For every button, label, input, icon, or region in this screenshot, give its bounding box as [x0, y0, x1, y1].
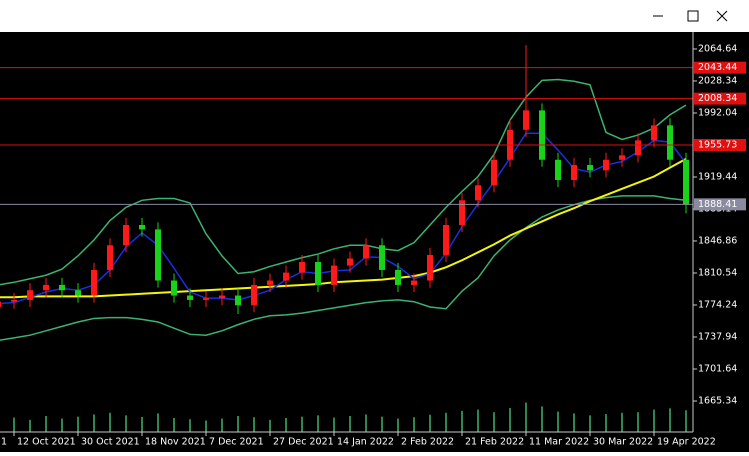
- candle-body: [251, 284, 257, 306]
- y-tick-label: 1737.94: [698, 332, 737, 343]
- level-label: 2043.44: [698, 62, 737, 73]
- x-tick-label: 19 Apr 2022: [657, 437, 716, 448]
- candle-body: [651, 125, 657, 141]
- y-tick-label: 1919.44: [698, 171, 737, 182]
- candle-body: [299, 262, 305, 273]
- close-button[interactable]: [716, 10, 728, 22]
- candle-body: [139, 224, 145, 230]
- x-tick-label: 11 Mar 2022: [529, 437, 589, 448]
- candle-body: [155, 229, 161, 281]
- y-tick-label: 1810.54: [698, 268, 737, 279]
- y-tick-label: 1774.24: [698, 300, 737, 311]
- y-tick-label: 1665.34: [698, 396, 737, 407]
- candle-body: [571, 165, 577, 181]
- candle-body: [283, 272, 289, 281]
- candle-body: [379, 245, 385, 270]
- candle-body: [667, 125, 673, 160]
- candle-body: [587, 165, 593, 171]
- candle-body: [267, 280, 273, 285]
- x-tick-label: 1: [1, 437, 7, 448]
- candle-body: [11, 299, 17, 302]
- candle-body: [59, 284, 65, 291]
- candle-body: [491, 159, 497, 186]
- candle-body: [411, 280, 417, 285]
- candle-body: [475, 185, 481, 201]
- x-tick-label: 14 Jan 2022: [337, 437, 394, 448]
- candle-body: [171, 280, 177, 296]
- candle-body: [347, 258, 353, 266]
- level-label: 2008.34: [698, 93, 737, 104]
- candle-body: [107, 245, 113, 270]
- x-tick-label: 30 Mar 2022: [593, 437, 653, 448]
- candle-body: [619, 155, 625, 160]
- y-tick-label: 2028.34: [698, 75, 737, 86]
- indicator-line: [0, 78, 687, 286]
- candle-body: [523, 110, 529, 130]
- chart-background: [0, 32, 749, 452]
- plot: [0, 45, 693, 432]
- candle-body: [219, 295, 225, 299]
- level-tag: [694, 61, 746, 74]
- level-label: 1888.41: [698, 199, 737, 210]
- candle-body: [43, 284, 49, 291]
- y-tick-label: 1846.86: [698, 235, 737, 246]
- candle-body: [555, 159, 561, 181]
- x-tick-label: 2 Feb 2022: [401, 437, 454, 448]
- candle-body: [539, 110, 545, 160]
- y-tick-label: 1992.04: [698, 107, 737, 118]
- y-tick-label: 1701.64: [698, 364, 737, 375]
- x-tick-label: 7 Dec 2021: [209, 437, 264, 448]
- candle-body: [363, 245, 369, 259]
- candle-body: [91, 269, 97, 296]
- x-tick-label: 21 Feb 2022: [465, 437, 524, 448]
- indicator-line: [0, 195, 687, 341]
- candle-body: [331, 265, 337, 285]
- candle-body: [635, 140, 641, 156]
- x-tick-label: 27 Dec 2021: [273, 437, 334, 448]
- candle-body: [235, 295, 241, 306]
- candle-body: [187, 295, 193, 300]
- candle-body: [395, 269, 401, 285]
- level-label: 1955.73: [698, 139, 737, 150]
- x-tick-label: 12 Oct 2021: [17, 437, 76, 448]
- level-tag: [694, 138, 746, 151]
- candle-body: [315, 262, 321, 285]
- candle-body: [75, 290, 81, 296]
- level-tag: [694, 198, 746, 211]
- candle-body: [203, 298, 209, 300]
- indicator-line: [0, 157, 687, 299]
- candle-body: [443, 224, 449, 255]
- candle-body: [683, 159, 689, 205]
- level-tag: [694, 92, 746, 105]
- title-bar: [0, 0, 749, 32]
- candle-body: [459, 200, 465, 225]
- maximize-button[interactable]: [687, 10, 699, 22]
- x-tick-label: 30 Oct 2021: [81, 437, 140, 448]
- candle-body: [123, 224, 129, 246]
- candle-body: [27, 290, 33, 300]
- candle-body: [427, 254, 433, 281]
- candle-body: [0, 301, 1, 307]
- candle-body: [603, 159, 609, 171]
- y-tick-label: 2064.64: [698, 43, 737, 54]
- x-tick-label: 18 Nov 2021: [145, 437, 206, 448]
